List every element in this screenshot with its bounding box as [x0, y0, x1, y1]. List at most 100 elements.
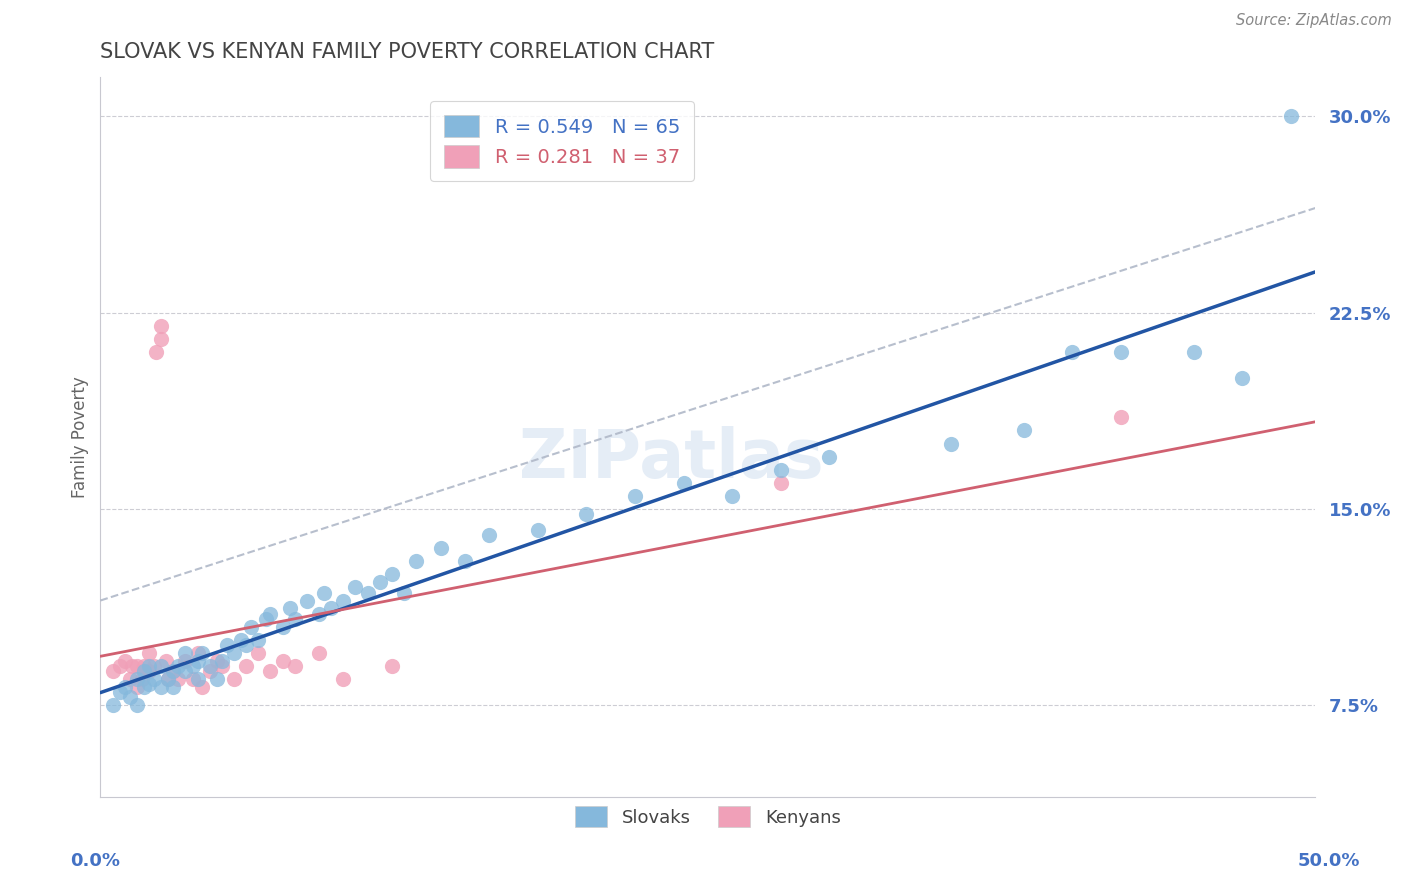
- Point: [125, 680, 148, 694]
- Point: [205, 672, 228, 686]
- Text: 0.0%: 0.0%: [70, 852, 121, 870]
- Point: [132, 664, 155, 678]
- Point: [235, 638, 257, 652]
- Point: [118, 690, 141, 705]
- Point: [1109, 410, 1132, 425]
- Point: [321, 601, 343, 615]
- Point: [271, 654, 294, 668]
- Point: [575, 507, 598, 521]
- Point: [142, 672, 165, 686]
- Point: [526, 523, 548, 537]
- Point: [215, 638, 238, 652]
- Point: [278, 601, 301, 615]
- Point: [155, 654, 177, 668]
- Point: [174, 654, 197, 668]
- Point: [1062, 345, 1084, 359]
- Point: [295, 593, 318, 607]
- Point: [101, 698, 124, 713]
- Point: [1182, 345, 1205, 359]
- Point: [392, 585, 415, 599]
- Point: [231, 632, 253, 647]
- Point: [114, 654, 136, 668]
- Point: [939, 436, 962, 450]
- Point: [624, 489, 647, 503]
- Point: [672, 475, 695, 490]
- Point: [138, 659, 160, 673]
- Point: [721, 489, 744, 503]
- Point: [157, 672, 180, 686]
- Point: [211, 654, 233, 668]
- Point: [125, 698, 148, 713]
- Point: [181, 672, 204, 686]
- Point: [138, 677, 160, 691]
- Point: [284, 659, 307, 673]
- Point: [356, 585, 378, 599]
- Point: [1279, 110, 1302, 124]
- Point: [162, 664, 184, 678]
- Point: [769, 463, 792, 477]
- Point: [271, 620, 294, 634]
- Point: [150, 318, 173, 333]
- Point: [118, 672, 141, 686]
- Y-axis label: Family Poverty: Family Poverty: [72, 376, 89, 498]
- Point: [187, 654, 209, 668]
- Point: [381, 659, 404, 673]
- Point: [121, 659, 143, 673]
- Point: [284, 612, 307, 626]
- Point: [167, 672, 190, 686]
- Point: [1012, 424, 1035, 438]
- Point: [405, 554, 427, 568]
- Point: [167, 659, 190, 673]
- Point: [222, 646, 245, 660]
- Point: [114, 680, 136, 694]
- Point: [259, 607, 281, 621]
- Point: [162, 680, 184, 694]
- Point: [101, 664, 124, 678]
- Point: [174, 664, 197, 678]
- Point: [162, 664, 184, 678]
- Point: [142, 659, 165, 673]
- Point: [308, 646, 330, 660]
- Point: [187, 672, 209, 686]
- Point: [1109, 345, 1132, 359]
- Point: [312, 585, 335, 599]
- Point: [240, 620, 263, 634]
- Point: [818, 450, 841, 464]
- Point: [108, 685, 131, 699]
- Point: [181, 659, 204, 673]
- Point: [191, 646, 214, 660]
- Point: [247, 632, 270, 647]
- Point: [381, 567, 404, 582]
- Point: [150, 659, 173, 673]
- Point: [769, 475, 792, 490]
- Point: [191, 680, 214, 694]
- Point: [429, 541, 451, 556]
- Point: [138, 646, 160, 660]
- Point: [344, 581, 367, 595]
- Legend: Slovaks, Kenyans: Slovaks, Kenyans: [568, 799, 848, 835]
- Point: [254, 612, 277, 626]
- Point: [332, 593, 354, 607]
- Point: [211, 659, 233, 673]
- Point: [138, 664, 160, 678]
- Point: [125, 659, 148, 673]
- Text: SLOVAK VS KENYAN FAMILY POVERTY CORRELATION CHART: SLOVAK VS KENYAN FAMILY POVERTY CORRELAT…: [100, 42, 714, 62]
- Text: 50.0%: 50.0%: [1298, 852, 1360, 870]
- Point: [478, 528, 501, 542]
- Point: [332, 672, 354, 686]
- Point: [150, 680, 173, 694]
- Point: [108, 659, 131, 673]
- Point: [454, 554, 477, 568]
- Point: [131, 672, 153, 686]
- Point: [198, 659, 221, 673]
- Point: [145, 345, 167, 359]
- Point: [205, 654, 228, 668]
- Point: [132, 680, 155, 694]
- Point: [222, 672, 245, 686]
- Point: [125, 672, 148, 686]
- Point: [247, 646, 270, 660]
- Point: [198, 664, 221, 678]
- Point: [132, 659, 155, 673]
- Text: ZIPatlas: ZIPatlas: [519, 425, 824, 491]
- Point: [1232, 371, 1254, 385]
